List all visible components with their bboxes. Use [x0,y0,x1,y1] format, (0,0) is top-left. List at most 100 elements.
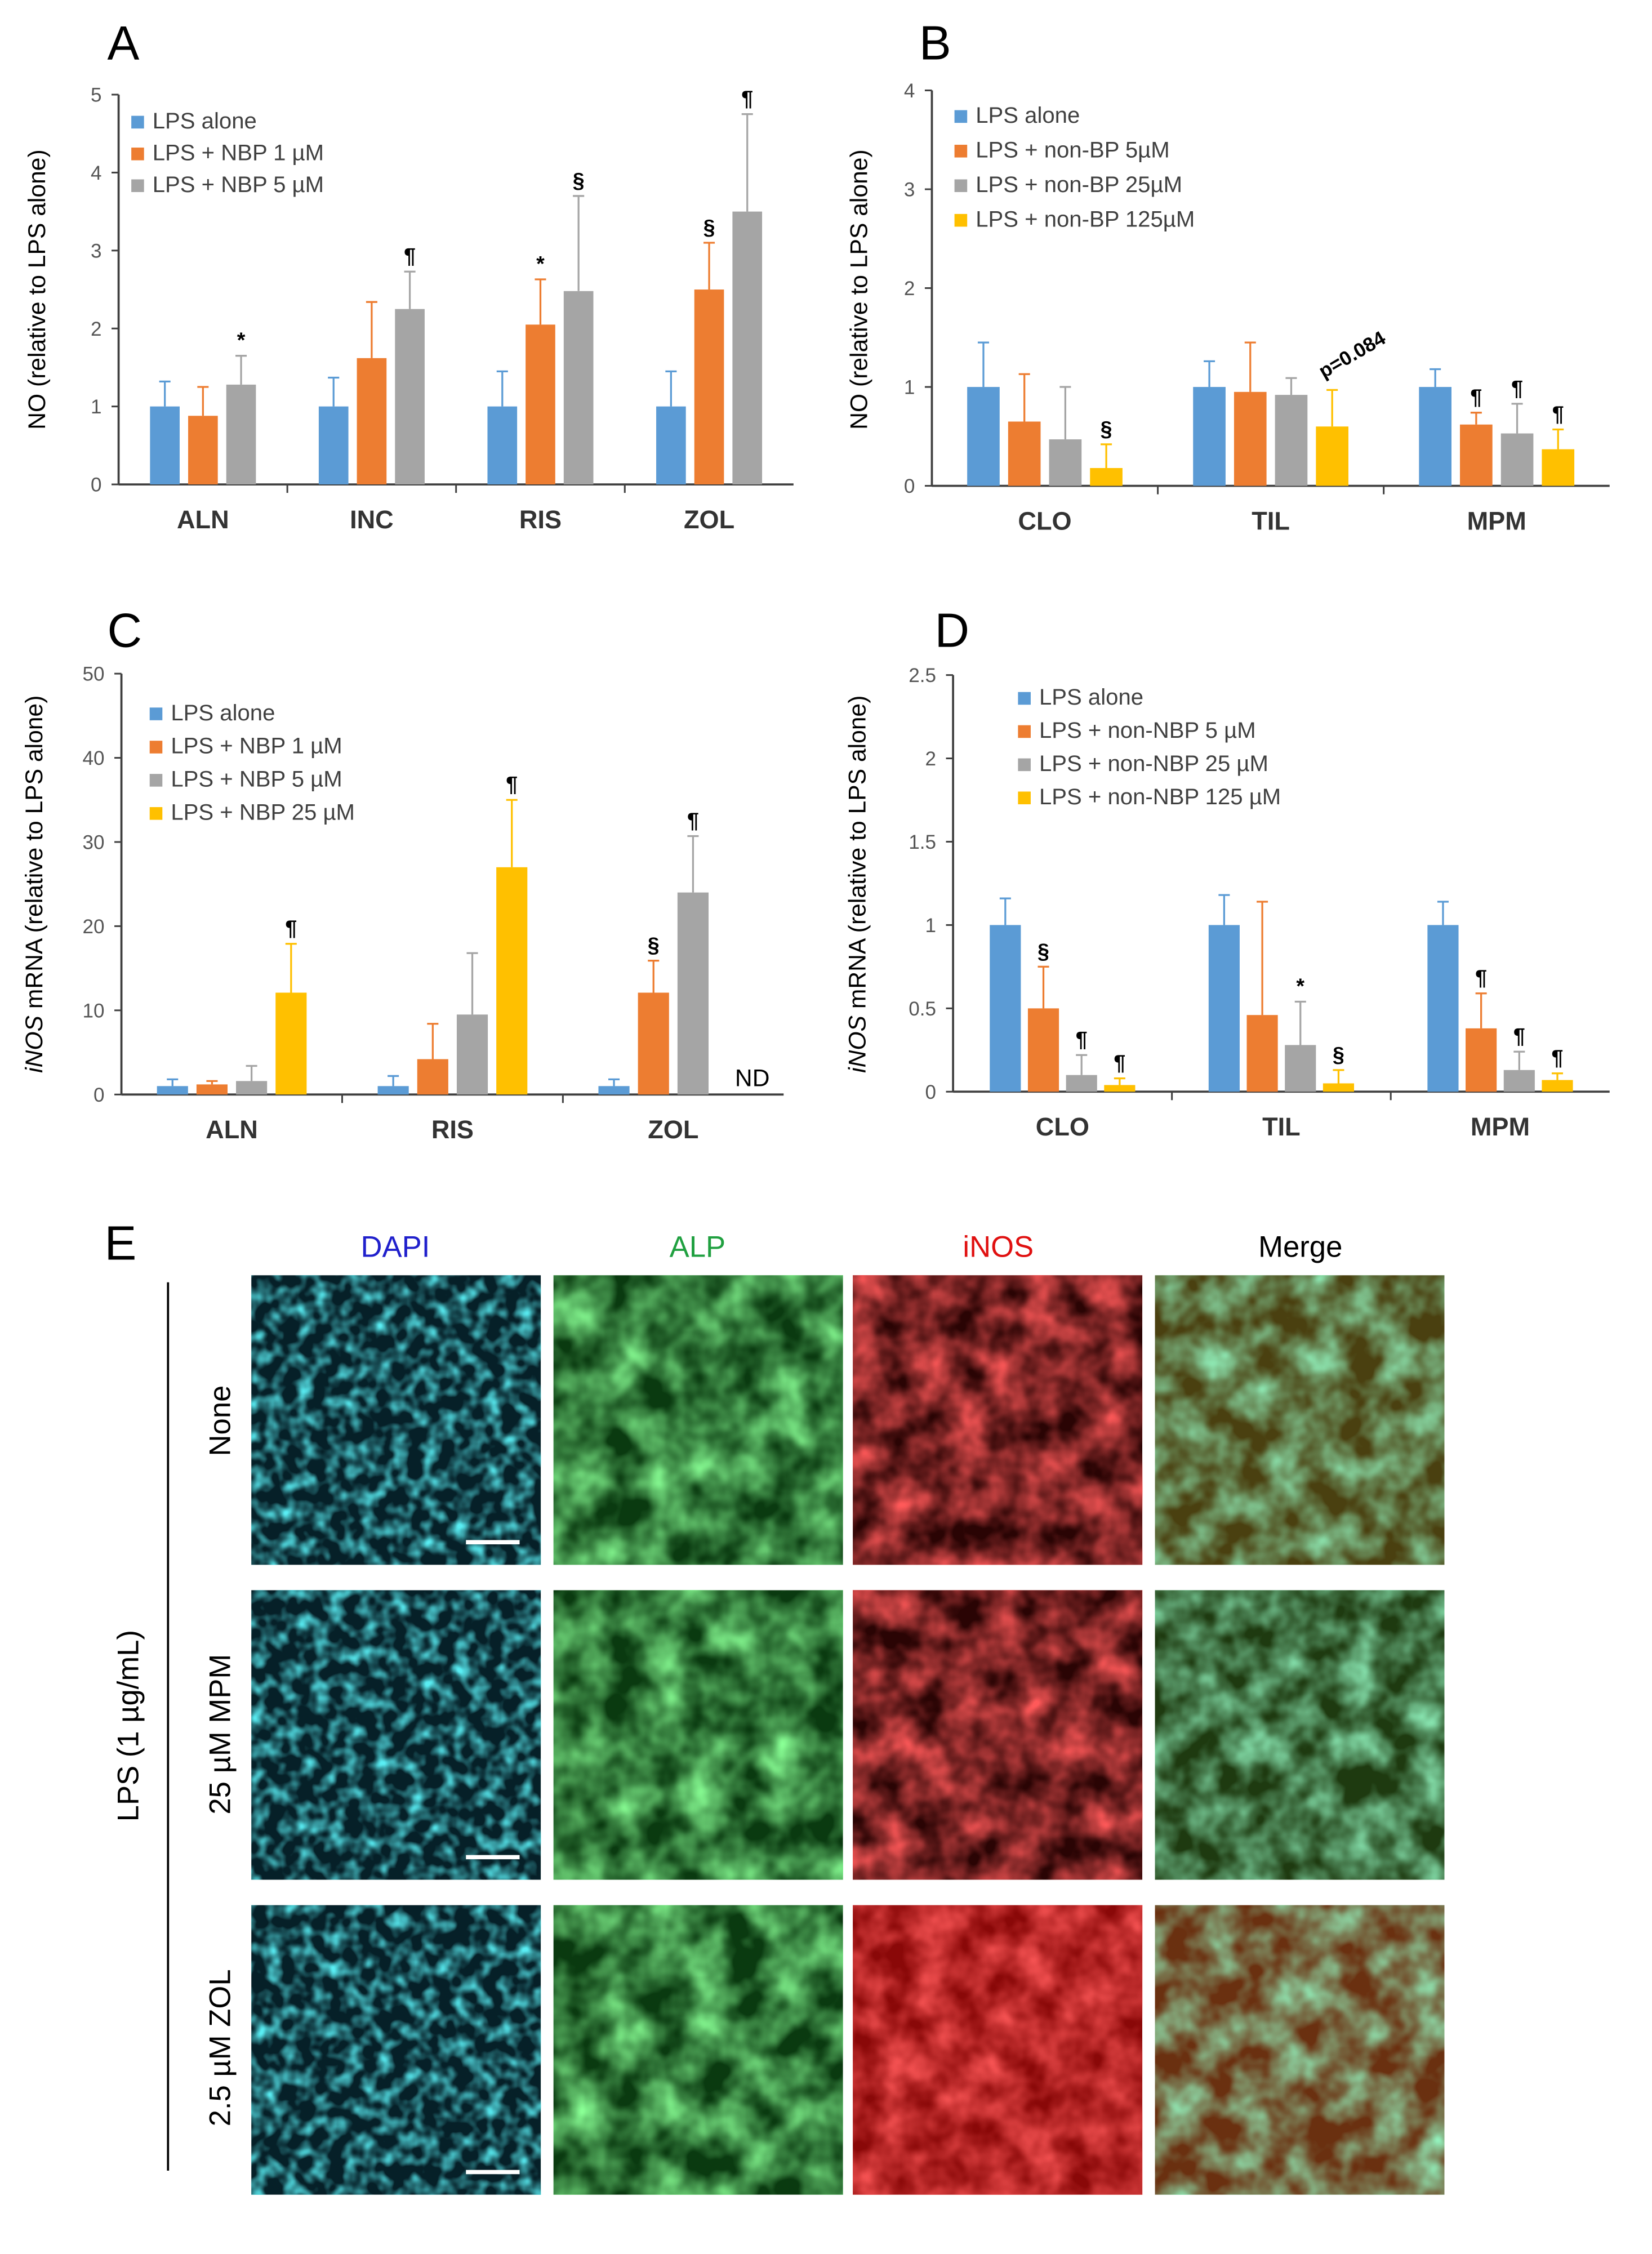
micrograph-texture [553,1275,843,1565]
significance-mark: ¶ [1470,385,1482,409]
micrograph-texture [853,1275,1143,1565]
micrograph-dapi-mpm [251,1590,541,1880]
bar [1542,1080,1573,1092]
bar [1027,1008,1059,1092]
bar [1323,1083,1355,1092]
significance-mark: ¶ [1552,402,1564,425]
legend-label: LPS alone [153,109,257,133]
bar [732,211,763,485]
bar [1008,421,1041,486]
legend-swatch [149,707,163,720]
y-tick-label: 40 [82,747,104,769]
significance-mark: ¶ [741,87,753,110]
legend-label: LPS + NBP 1 µM [153,141,324,166]
bar [236,1081,268,1095]
y-tick-label: 4 [91,162,102,184]
micrograph-texture [251,1590,541,1880]
significance-mark: ¶ [1475,966,1487,990]
bar [967,387,1000,486]
bar [1466,1028,1497,1092]
panel-c: C 0 10 20 30 40 50 iNOS mRNA (relative to LPS a… [21,604,784,1144]
legend-swatch [1018,791,1031,805]
x-category-label: ZOL [684,505,734,534]
micrograph-grid [251,1275,1445,2195]
significance-mark: * [237,328,246,352]
bar [638,992,669,1095]
y-axis-label: NO (relative to LPS alone) [24,149,51,429]
x-category-label: TIL [1262,1112,1301,1141]
bar [563,291,594,485]
panel-label-d: D [935,604,970,657]
bar [496,867,528,1095]
legend-label: LPS + NBP 25 µM [171,800,355,825]
micrograph-alp-none [553,1275,843,1565]
column-label-alp: ALP [670,1231,725,1264]
x-category-label: CLO [1036,1112,1089,1141]
bar [677,892,709,1095]
legend-label: LPS + non-NBP 5 µM [1039,718,1256,743]
panel-b: B 0 1 2 3 4 NO (relative to LPS alone) CLO § TIL M… [845,16,1610,535]
legend-label: LPS + NBP 1 µM [171,734,342,759]
legend-swatch [954,110,968,123]
bar [357,358,387,485]
micrograph-texture [1155,1275,1445,1565]
y-tick-label: 2 [925,748,936,770]
legend-label: LPS + non-NBP 125 µM [1039,785,1281,809]
y-tick-label: 2.5 [909,665,936,687]
significance-mark: * [536,252,545,275]
bar [196,1084,228,1095]
micrograph-alp-zol [553,1905,843,2195]
bar [377,1086,409,1095]
x-category-label: RIS [431,1115,474,1144]
y-tick-label: 30 [82,832,104,854]
panel-label-b: B [919,16,951,70]
bar [456,1014,488,1095]
column-label-dapi: DAPI [360,1231,430,1264]
x-category-label: MPM [1471,1112,1530,1141]
significance-mark: § [1101,417,1112,440]
bar [417,1059,448,1095]
significance-mark: ¶ [404,244,416,268]
micrograph-inos-none [853,1275,1143,1565]
y-tick-label: 20 [82,916,104,938]
bar [990,925,1021,1092]
micrograph-texture [553,1590,843,1880]
micrograph-texture [1155,1590,1445,1880]
y-axis-label-rest: mRNA (relative to LPS alone) [844,696,871,1015]
bar [526,324,555,485]
y-tick-label: 0.5 [909,998,936,1020]
bar [1285,1045,1316,1092]
bar [318,406,349,485]
panel-e: E DAPI ALP iNOS Merge LPS (1 µg/mL) None… [105,1217,1445,2195]
significance-mark: ¶ [687,808,699,832]
bar [1542,449,1575,486]
y-tick-label: 2 [91,318,102,340]
column-label-inos: iNOS [963,1231,1034,1264]
micrograph-texture [553,1905,843,2195]
y-tick-label: 0 [904,475,915,497]
bar [487,406,518,485]
y-tick-label: 0 [93,1084,105,1106]
significance-mark: § [1037,939,1049,963]
x-category-label: RIS [519,505,562,534]
micrograph-dapi-none [251,1275,541,1565]
micrograph-texture [1155,1905,1445,2195]
row-group-label: LPS (1 µg/mL) [112,1630,145,1822]
significance-mark: § [1333,1043,1344,1066]
bar [1503,1070,1535,1092]
y-tick-label: 4 [904,80,915,102]
bar [656,406,686,485]
x-category-label: ALN [177,505,229,534]
legend-label: LPS + non-NBP 25 µM [1039,751,1268,776]
y-axis-label-rest: mRNA (relative to LPS alone) [21,696,48,1015]
legend-swatch [954,145,968,158]
significance-mark: § [573,168,585,192]
micrograph-dapi-zol [251,1905,541,2195]
y-tick-label: 1 [91,396,102,418]
bar [157,1086,188,1095]
significance-mark: ¶ [1511,376,1523,400]
legend-swatch [954,179,968,193]
legend-swatch [954,213,968,227]
panel-e-label: E [105,1217,137,1271]
legend-swatch [131,179,144,193]
